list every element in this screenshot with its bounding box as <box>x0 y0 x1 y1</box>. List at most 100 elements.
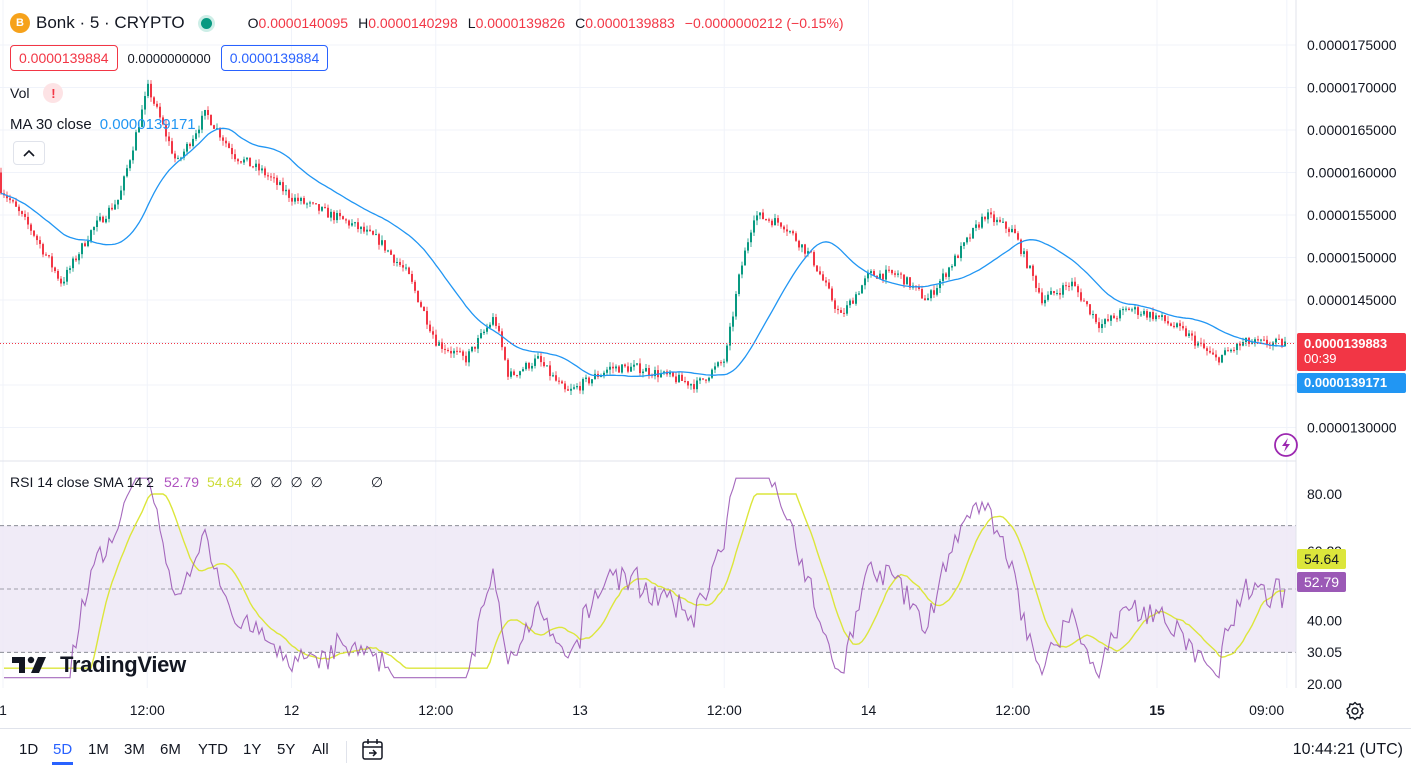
candle-body <box>291 197 293 202</box>
candle-body <box>408 267 410 275</box>
candle-body <box>438 342 440 346</box>
candle-body <box>1158 315 1160 317</box>
settings-gear-icon[interactable] <box>1345 701 1365 721</box>
volume-legend[interactable]: Vol ! <box>10 82 64 104</box>
candle-body <box>90 230 92 241</box>
candle-body <box>42 244 44 255</box>
buy-button[interactable]: 0.0000139884 <box>220 45 329 71</box>
candle-body <box>459 351 461 353</box>
candle-body <box>1185 328 1187 337</box>
candle-body <box>948 267 950 277</box>
candle-body <box>105 218 107 223</box>
candle-body <box>1065 285 1067 287</box>
candle-body <box>360 226 362 230</box>
candle-body <box>402 265 404 268</box>
sell-button[interactable]: 0.0000139884 <box>10 45 118 71</box>
candle-body <box>270 176 272 178</box>
candle-body <box>618 366 620 373</box>
range-1m-button[interactable]: 1M <box>88 741 109 758</box>
ma-legend[interactable]: MA 30 close 0.0000139171 <box>10 113 196 135</box>
candle-body <box>900 273 902 275</box>
change-value: −0.0000000212 (−0.15%) <box>684 15 844 31</box>
candle-body <box>738 274 740 294</box>
candle-body <box>1167 321 1169 324</box>
candle-body <box>1176 323 1178 328</box>
range-5y-button[interactable]: 5Y <box>277 741 296 758</box>
candle-body <box>348 220 350 226</box>
candle-body <box>954 255 956 267</box>
rsi-label: RSI 14 close SMA 14 2 <box>10 474 154 490</box>
candle-body <box>1221 354 1223 363</box>
calendar-goto-icon[interactable] <box>360 737 386 763</box>
utc-clock[interactable]: 10:44:21 (UTC) <box>1292 741 1403 758</box>
candle-body <box>84 243 86 247</box>
candle-body <box>546 365 548 367</box>
candle-body <box>894 273 896 275</box>
rsi-legend[interactable]: RSI 14 close SMA 14 2 52.79 54.64 ∅ ∅ ∅ … <box>10 472 383 492</box>
candle-body <box>1113 315 1115 319</box>
candle-body <box>1209 350 1211 353</box>
range-3m-button[interactable]: 3M <box>124 741 145 758</box>
candle-body <box>756 215 758 221</box>
candle-body <box>714 366 716 370</box>
rsi-axis-label: 30.05 <box>1307 644 1342 660</box>
candle-body <box>516 375 518 377</box>
price-candles[interactable] <box>0 79 1286 396</box>
candle-body <box>780 222 782 227</box>
candle-body <box>207 109 209 115</box>
symbol-title[interactable]: Bonk · 5 · CRYPTO <box>36 13 185 32</box>
candle-body <box>975 224 977 228</box>
rsi-axis-label: 40.00 <box>1307 613 1342 629</box>
candle-body <box>222 137 224 141</box>
range-6m-button[interactable]: 6M <box>160 741 181 758</box>
candle-body <box>966 237 968 243</box>
candle-body <box>528 362 530 369</box>
range-all-button[interactable]: All <box>312 741 329 758</box>
candle-body <box>1149 312 1151 318</box>
rsi-axis-label: 80.00 <box>1307 486 1342 502</box>
candle-body <box>1002 221 1004 223</box>
candle-body <box>963 242 965 246</box>
tradingview-logo[interactable]: TradingView <box>12 652 186 678</box>
market-open-indicator[interactable] <box>200 17 216 29</box>
time-axis[interactable]: 1 12:00 12 12:00 13 12:00 14 12:00 15 09:00 <box>0 702 1284 718</box>
candle-body <box>345 219 347 221</box>
candle-body <box>819 271 821 275</box>
candle-body <box>918 286 920 289</box>
candle-body <box>723 361 725 363</box>
collapse-legend-button[interactable] <box>13 141 45 165</box>
candle-body <box>1014 228 1016 234</box>
candle-body <box>771 220 773 226</box>
low-label: L <box>467 15 476 31</box>
range-1y-button[interactable]: 1Y <box>243 741 262 758</box>
candle-body <box>453 350 455 354</box>
candle-body <box>774 218 776 226</box>
range-5d-button[interactable]: 5D <box>52 739 74 765</box>
candle-body <box>309 202 311 204</box>
chevron-up-icon <box>23 149 35 157</box>
range-1d-button[interactable]: 1D <box>19 741 39 758</box>
flash-icon[interactable] <box>1273 432 1299 458</box>
candle-body <box>36 235 38 241</box>
candle-body <box>1122 309 1124 311</box>
candle-body <box>156 103 158 107</box>
candle-body <box>492 317 494 325</box>
candle-body <box>162 117 164 125</box>
candle-body <box>759 212 761 216</box>
candle-body <box>1272 342 1274 346</box>
candle-body <box>30 224 32 231</box>
candle-body <box>144 96 146 110</box>
candle-body <box>735 293 737 317</box>
range-ytd-button[interactable]: YTD <box>198 741 228 758</box>
candle-body <box>1152 312 1154 320</box>
candle-body <box>951 266 953 268</box>
price-axis[interactable]: 0.0000175000 0.0000170000 0.0000165000 0.00… <box>1307 37 1397 436</box>
candle-body <box>852 300 854 304</box>
candle-body <box>141 109 143 127</box>
warning-icon[interactable]: ! <box>43 83 64 103</box>
candle-body <box>54 267 56 272</box>
candle-body <box>549 365 551 376</box>
candle-body <box>978 224 980 228</box>
candle-body <box>744 250 746 266</box>
